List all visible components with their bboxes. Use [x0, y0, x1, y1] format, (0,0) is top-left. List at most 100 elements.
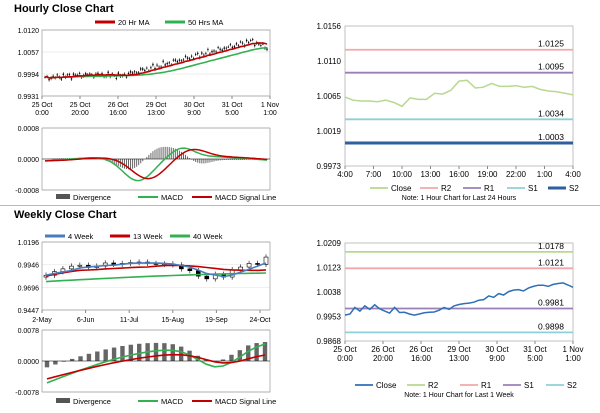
candle-body — [254, 44, 256, 47]
x-tick-label: 29 Oct 13:00 — [447, 345, 471, 363]
candle-body — [260, 45, 262, 46]
candle-body — [89, 73, 91, 75]
candle-body — [56, 74, 58, 76]
candle-body — [174, 59, 177, 61]
legend-label: Divergence — [73, 193, 111, 202]
y-tick-label: 0.9931 — [18, 94, 40, 101]
legend-label: R1 — [484, 184, 495, 193]
x-tick-label: 26 Oct 16:00 — [409, 345, 433, 363]
legend-label: 20 Hr MA — [118, 18, 150, 27]
candle-body — [201, 52, 203, 54]
candle-body — [107, 71, 109, 74]
legend-label: MACD — [161, 397, 184, 406]
candle-body — [111, 262, 116, 265]
candle-body — [235, 43, 238, 45]
candle-body — [77, 264, 83, 267]
divergence-bar — [246, 345, 251, 361]
y-tick-label: 1.0120 — [18, 28, 40, 35]
x-tick-label: 1 Nov 1:00 — [261, 102, 280, 117]
candle-body — [166, 62, 168, 65]
x-tick-label: 26 Oct 16:00 — [108, 102, 129, 117]
ma-40-week-line — [45, 272, 267, 283]
divergence-bar — [237, 350, 243, 361]
legend-label: MACD — [161, 193, 184, 202]
divergence-bar — [61, 361, 66, 362]
candle-body — [72, 73, 75, 75]
divergence-bar — [120, 346, 125, 361]
candle-body — [229, 44, 232, 46]
x-tick-label: 31 Oct 5:00 — [523, 345, 547, 363]
candle-body — [221, 49, 223, 52]
x-tick-label: 6-Jun — [77, 317, 95, 324]
candle-body — [164, 64, 166, 66]
divergence-bar — [178, 346, 184, 361]
candle-body — [192, 58, 195, 59]
candle-body — [154, 67, 156, 70]
candle-body — [239, 41, 242, 43]
y-tick-label: 1.0065 — [317, 92, 342, 101]
y-tick-label: -0.0078 — [15, 390, 39, 397]
weekly-section-title: Weekly Close Chart — [14, 209, 117, 221]
candle-body — [204, 275, 210, 280]
candle-body — [231, 46, 234, 49]
candle-body — [209, 53, 211, 55]
section-divider — [0, 205, 600, 206]
x-tick-label: 1 Nov 1:00 — [563, 345, 584, 363]
divergence-bar — [95, 351, 100, 361]
divergence-bar — [153, 342, 159, 361]
candle-body — [176, 61, 179, 63]
legend-label: 40 Week — [193, 232, 223, 241]
y-tick-label: 1.0057 — [18, 50, 40, 57]
candle-body — [60, 78, 62, 80]
candle-body — [252, 39, 254, 41]
y-tick-label: 0.9973 — [317, 162, 342, 171]
plot-frame — [344, 242, 574, 342]
plot-frame — [41, 241, 271, 311]
divergence-bar — [204, 360, 209, 361]
y-tick-label: 0.0078 — [18, 328, 40, 335]
candle-body — [135, 72, 138, 74]
hourly-macd-chart: 0.0008 0.0000 -0.0008 Divergence MACD MACD Si… — [15, 126, 276, 202]
legend-label: 4 Week — [68, 232, 94, 241]
close-line — [344, 79, 574, 108]
candle-body — [76, 74, 79, 76]
y-tick-label: 1.0038 — [317, 288, 342, 297]
candle-body — [203, 54, 205, 56]
candle-body — [68, 74, 71, 75]
pivot-s2-label: 0.9898 — [538, 321, 564, 331]
candle-body — [70, 78, 73, 80]
candle-body — [245, 39, 248, 42]
candle-body — [246, 263, 252, 268]
candle-body — [187, 268, 193, 271]
divergence-bar — [229, 354, 234, 361]
legend-label: MACD Signal Line — [215, 193, 276, 202]
divergence-bar — [262, 342, 268, 361]
divergence-bar — [44, 361, 50, 368]
x-tick-label: 10:00 — [392, 170, 413, 179]
candle-body — [115, 77, 117, 79]
hourly-price-chart: 20 Hr MA 50 Hrs MA 1.0120 1.0057 0.9994 0.993… — [18, 18, 280, 117]
candle-body — [213, 50, 215, 52]
candle-body — [180, 60, 183, 62]
candle-body — [158, 66, 160, 68]
candle-body — [85, 73, 87, 75]
candle-body — [262, 43, 264, 45]
x-tick-label: 26 Oct 20:00 — [371, 345, 395, 363]
divergence-bar — [111, 347, 117, 361]
legend-label: MACD Signal Line — [215, 397, 276, 406]
candle-body — [190, 55, 193, 57]
y-tick-label: 1.0209 — [317, 239, 342, 248]
divergence-bar — [69, 358, 75, 361]
pivot-s2-label: 1.0003 — [538, 132, 564, 142]
legend-label: 13 Week — [133, 232, 163, 241]
divergence-bar — [162, 343, 167, 361]
candle-body — [182, 59, 185, 61]
candle-body — [225, 47, 227, 49]
x-tick-label: 7:00 — [366, 170, 382, 179]
legend-label: R1 — [481, 381, 492, 390]
x-tick-label: 4:00 — [337, 170, 353, 179]
candle-body — [152, 63, 154, 66]
pivot-s1-label: 0.9981 — [538, 298, 564, 308]
